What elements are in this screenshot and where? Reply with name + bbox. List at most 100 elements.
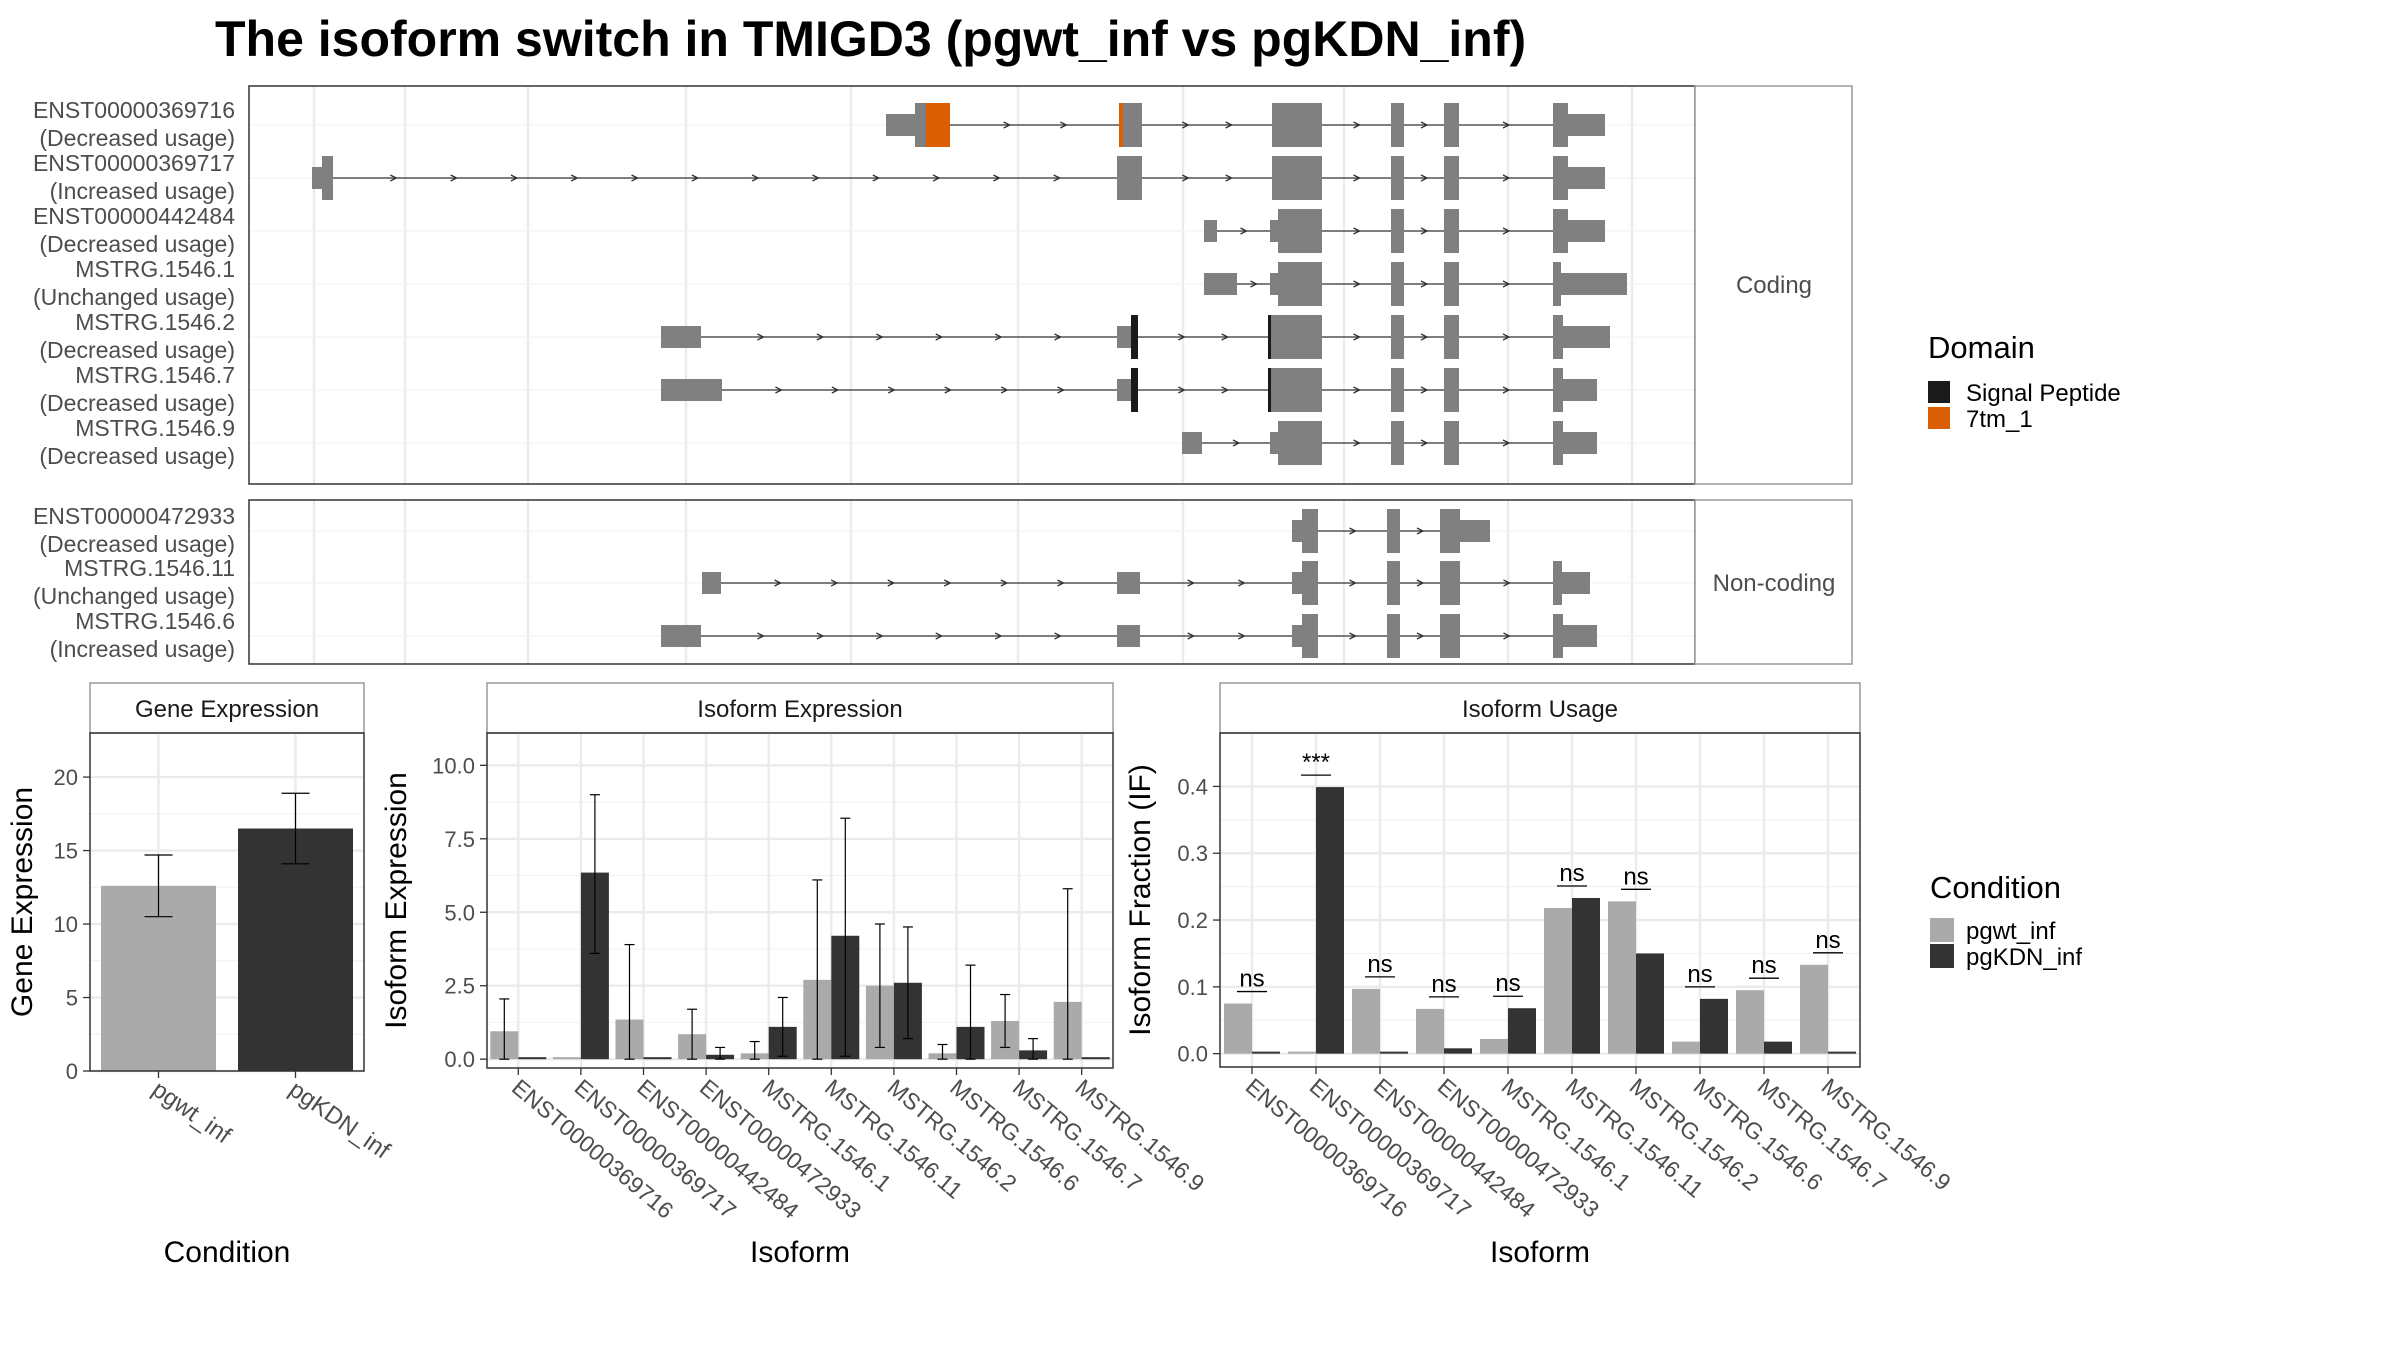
signal-peptide-domain xyxy=(1131,315,1138,359)
y-tick-label: 15 xyxy=(54,839,78,864)
exon-block xyxy=(1562,572,1590,594)
intron-direction-arrow xyxy=(994,632,1003,640)
exon-block xyxy=(1568,220,1605,242)
exon-block xyxy=(1563,326,1610,348)
intron-direction-arrow xyxy=(1232,439,1241,447)
transcript-id-label: MSTRG.1546.2 xyxy=(75,309,235,335)
y-tick-label: 10 xyxy=(54,912,78,937)
x-axis-title: Condition xyxy=(164,1236,291,1269)
exon-block xyxy=(702,572,721,594)
bar-pgKDN_inf xyxy=(1764,1041,1792,1054)
x-tick-label: pgKDN_inf xyxy=(284,1076,395,1165)
x-axis-title: Isoform xyxy=(1490,1236,1590,1269)
intron-direction-arrow xyxy=(1057,386,1066,394)
bar-pgKDN_inf xyxy=(1316,787,1344,1054)
intron-direction-arrow xyxy=(1187,632,1196,640)
exon-block xyxy=(661,625,701,647)
intron-direction-arrow xyxy=(831,386,840,394)
chart-strip-title: Gene Expression xyxy=(135,696,319,723)
exon-block xyxy=(1117,625,1140,647)
intron-direction-arrow xyxy=(1420,333,1429,341)
exon-block xyxy=(1278,262,1322,306)
y-tick-label: 0.0 xyxy=(444,1047,475,1072)
noncoding-strip xyxy=(1694,499,1853,665)
y-axis-title: Isoform Fraction (IF) xyxy=(1124,764,1157,1036)
transcript-usage-label: (Increased usage) xyxy=(50,636,235,662)
intron-direction-arrow xyxy=(887,386,896,394)
intron-direction-arrow xyxy=(875,632,884,640)
exon-block xyxy=(1117,326,1131,348)
exon-block xyxy=(1391,368,1404,412)
transcript-id-label: ENST00000472933 xyxy=(33,503,235,529)
exon-block xyxy=(1292,572,1302,594)
significance-label: ns xyxy=(1751,952,1776,979)
exon-block xyxy=(1387,509,1400,553)
intron-direction-arrow xyxy=(932,174,941,182)
intron-direction-arrow xyxy=(1420,386,1429,394)
bar-pgKDN_inf xyxy=(1444,1048,1472,1054)
chart-strip-title: Isoform Usage xyxy=(1462,696,1618,723)
bar-pgKDN_inf xyxy=(1380,1051,1408,1054)
intron-direction-arrow xyxy=(1221,386,1230,394)
exon-block xyxy=(1387,561,1400,605)
signal-peptide-domain xyxy=(1131,368,1138,412)
exon-block xyxy=(1387,614,1400,658)
gene-expression-chart: Gene Expression 0 5 10 15 20 pgwt_inf pgKDN_inf… xyxy=(6,682,395,1269)
intron-direction-arrow xyxy=(1503,579,1511,587)
transcript-id-label: MSTRG.1546.9 xyxy=(75,415,235,441)
intron-direction-arrow xyxy=(691,174,700,182)
intron-direction-arrow xyxy=(1250,280,1258,288)
bar-pgwt_inf xyxy=(1736,990,1764,1054)
intron-direction-arrow xyxy=(1353,174,1361,182)
exon-block xyxy=(1444,421,1459,465)
intron-direction-arrow xyxy=(1238,579,1246,587)
transcript-id-label: ENST00000369717 xyxy=(33,150,235,176)
intron-direction-arrow xyxy=(935,632,944,640)
transcript-labels: ENST00000369716(Decreased usage)ENST0000… xyxy=(33,97,235,662)
bar-pgwt_inf xyxy=(1480,1038,1508,1054)
intron-direction-arrow xyxy=(1054,333,1063,341)
intron-direction-arrow xyxy=(1502,121,1511,129)
exon-block xyxy=(1391,209,1404,253)
y-tick-label: 20 xyxy=(54,765,78,790)
exon-block xyxy=(1553,156,1568,200)
bar-pgKDN_inf xyxy=(643,1057,672,1060)
exon-block xyxy=(1182,432,1202,454)
intron-direction-arrow xyxy=(1353,333,1361,341)
signal-peptide-domain xyxy=(1268,368,1271,412)
intron-direction-arrow xyxy=(1221,333,1230,341)
bar-pgKDN_inf xyxy=(518,1057,547,1060)
exon-block xyxy=(1204,220,1217,242)
bar-pgwt_inf xyxy=(1416,1008,1444,1054)
legend-key-signal-peptide xyxy=(1928,381,1950,403)
signal-peptide-domain xyxy=(1268,315,1271,359)
transcript-usage-label: (Decreased usage) xyxy=(39,125,235,151)
noncoding-strip-label: Non-coding xyxy=(1713,570,1836,597)
plot-border xyxy=(486,732,1114,1069)
intron-direction-arrow xyxy=(1353,227,1361,235)
bar-pgKDN_inf xyxy=(1636,953,1664,1054)
exon-block xyxy=(1270,273,1278,295)
exon-block xyxy=(1561,273,1627,295)
legend-label-pgwt-inf: pgwt_inf xyxy=(1966,918,2056,945)
significance-label: ns xyxy=(1495,970,1520,997)
bar-pgKDN_inf xyxy=(1828,1051,1856,1054)
intron-direction-arrow xyxy=(1416,632,1425,640)
bar-pgKDN_inf xyxy=(1252,1051,1280,1054)
transcript-usage-label: (Decreased usage) xyxy=(39,231,235,257)
intron-direction-arrow xyxy=(751,174,760,182)
exon-block xyxy=(661,379,722,401)
transcript-id-label: MSTRG.1546.6 xyxy=(75,608,235,634)
exon-block xyxy=(1568,114,1605,136)
exon-block xyxy=(1391,315,1404,359)
intron-direction-arrow xyxy=(631,174,639,182)
intron-direction-arrow xyxy=(875,333,884,341)
y-tick-label: 0 xyxy=(66,1059,78,1084)
intron-direction-arrow xyxy=(1502,227,1511,235)
chart-strip xyxy=(89,682,365,734)
bar-pgKDN_inf xyxy=(238,828,353,1071)
intron-direction-arrow xyxy=(1054,632,1063,640)
intron-direction-arrow xyxy=(1053,174,1062,182)
transcript-id-label: ENST00000442484 xyxy=(33,203,235,229)
intron-direction-arrow xyxy=(1502,333,1511,341)
